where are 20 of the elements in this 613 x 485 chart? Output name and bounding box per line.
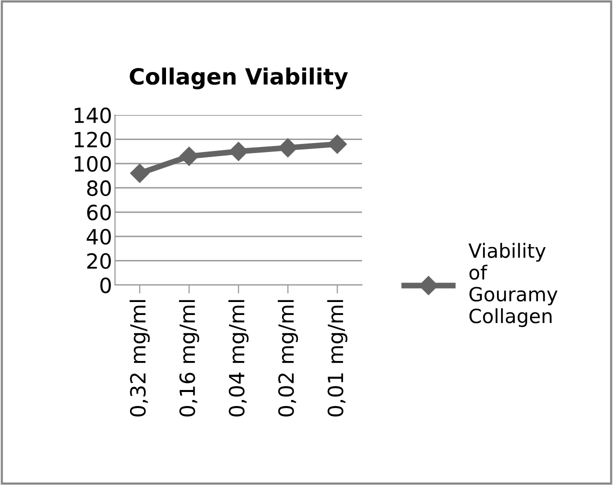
point bbox=[130, 164, 150, 183]
y-tick-label: 0 bbox=[100, 277, 111, 294]
y-tick-label: 20 bbox=[87, 253, 111, 269]
x-tick-label: 0,02 mg/ml bbox=[278, 300, 298, 416]
chart-title: Collagen Viability bbox=[130, 68, 348, 90]
legend-label: Viability of Gouramy Collagen bbox=[468, 242, 558, 328]
point bbox=[180, 146, 199, 166]
y-tick-label: 120 bbox=[74, 132, 111, 148]
y-tick-label: 80 bbox=[87, 180, 111, 196]
point bbox=[228, 142, 248, 161]
point bbox=[278, 138, 298, 158]
x-tick-label: 0,01 mg/ml bbox=[327, 300, 348, 416]
y-tick-label: 100 bbox=[74, 156, 111, 172]
y-tick-label: 60 bbox=[87, 204, 111, 220]
y-tick-label: 40 bbox=[86, 228, 111, 245]
x-tick-label: 0,04 mg/ml bbox=[228, 300, 249, 416]
y-tick-label: 140 bbox=[74, 107, 111, 124]
x-tick-label: 0,16 mg/ml bbox=[179, 300, 200, 416]
x-tick-label: 0,32 mg/ml bbox=[130, 300, 150, 416]
point bbox=[328, 134, 347, 154]
